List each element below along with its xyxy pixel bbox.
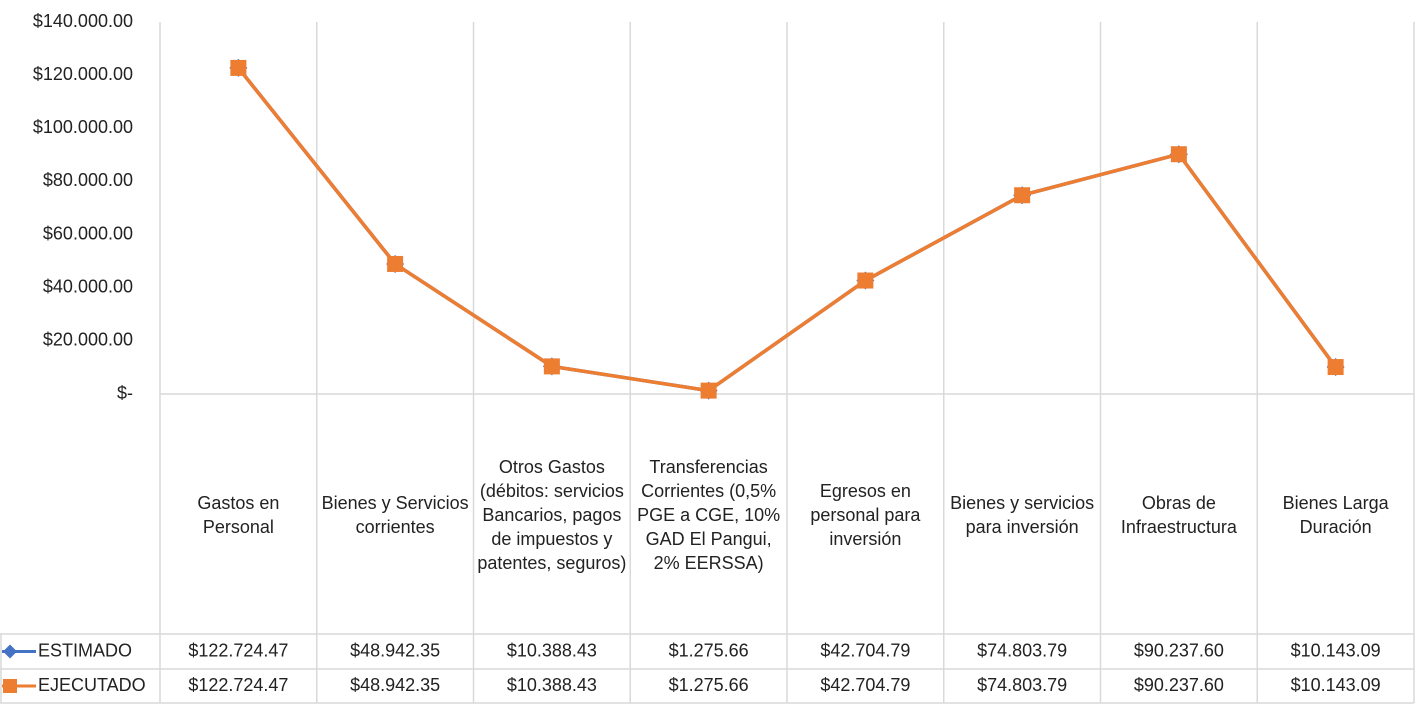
table-value: $74.803.79 xyxy=(977,675,1067,695)
x-tick-label: Gastos en Personal xyxy=(197,493,280,537)
y-tick-label: $80.000.00 xyxy=(43,170,133,190)
y-tick-label: $140.000.00 xyxy=(33,11,133,31)
series-line xyxy=(237,66,1338,393)
legend-key-marker xyxy=(3,644,17,659)
y-tick-label: $20.000.00 xyxy=(43,330,133,350)
table-value: $122.724.47 xyxy=(188,675,288,695)
marker xyxy=(1170,146,1187,163)
y-tick-label: $- xyxy=(117,383,133,403)
y-tick-label: $100.000.00 xyxy=(33,117,133,137)
legend-key-marker xyxy=(3,679,17,693)
table-value: $10.388.43 xyxy=(507,640,597,660)
marker xyxy=(1014,187,1031,204)
table-value: $10.143.09 xyxy=(1291,640,1381,660)
legend-label: ESTIMADO xyxy=(38,640,132,660)
x-tick-label: Obras de Infraestructura xyxy=(1120,493,1237,537)
table-value: $1.275.66 xyxy=(669,640,749,660)
table-value: $10.143.09 xyxy=(1291,675,1381,695)
table-value: $10.388.43 xyxy=(507,675,597,695)
table-value: $48.942.35 xyxy=(350,640,440,660)
marker xyxy=(700,382,717,399)
table-value: $122.724.47 xyxy=(188,640,288,660)
y-tick-label: $120.000.00 xyxy=(33,64,133,84)
x-tick-label: Transferencias Corrientes (0,5% PGE a CG… xyxy=(637,457,781,573)
marker xyxy=(230,59,247,76)
x-tick-label: Bienes y servicios para inversión xyxy=(950,493,1095,537)
x-tick-label: Bienes y Servicios corrientes xyxy=(321,493,469,537)
x-tick-label: Bienes Larga Duración xyxy=(1282,493,1389,537)
y-tick-label: $40.000.00 xyxy=(43,276,133,296)
marker xyxy=(857,272,874,289)
table-value: $42.704.79 xyxy=(820,675,910,695)
marker xyxy=(387,255,404,272)
x-tick-label: Otros Gastos (débitos: servicios Bancari… xyxy=(477,457,627,573)
marker xyxy=(543,358,560,375)
table-value: $90.237.60 xyxy=(1134,640,1224,660)
legend-label: EJECUTADO xyxy=(38,675,146,695)
table-value: $74.803.79 xyxy=(977,640,1067,660)
table-value: $48.942.35 xyxy=(350,675,440,695)
y-tick-label: $60.000.00 xyxy=(43,223,133,243)
marker xyxy=(1327,359,1344,376)
table-value: $1.275.66 xyxy=(669,675,749,695)
x-tick-label: Egresos en personal para inversión xyxy=(810,481,921,549)
table-value: $90.237.60 xyxy=(1134,675,1224,695)
table-value: $42.704.79 xyxy=(820,640,910,660)
